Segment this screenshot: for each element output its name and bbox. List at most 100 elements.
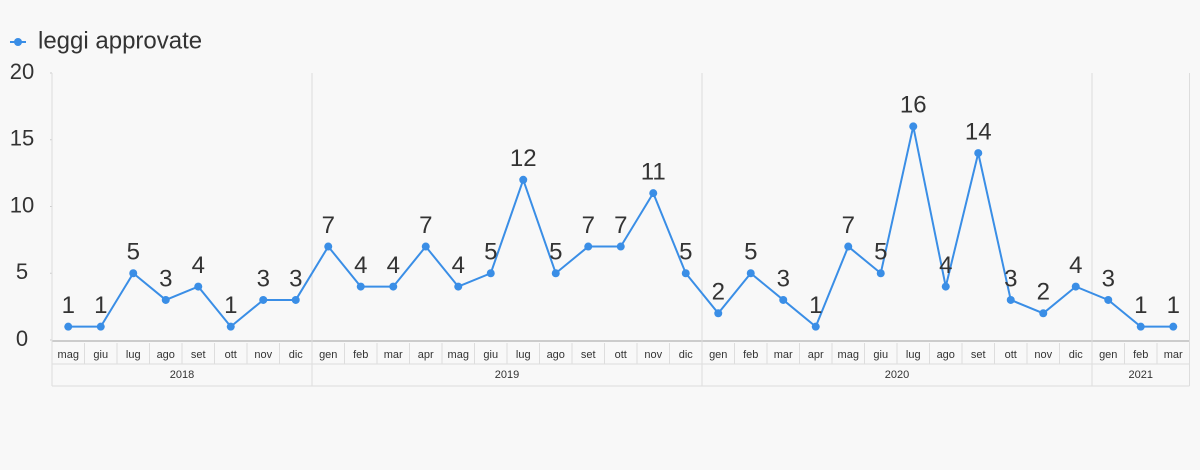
data-label: 7 — [614, 212, 627, 239]
x-tick-label: giu — [483, 349, 498, 361]
data-point — [454, 282, 463, 291]
data-point — [486, 269, 495, 278]
legend-label[interactable]: leggi approvate — [38, 27, 202, 54]
x-tick-label: ago — [547, 349, 565, 361]
data-point — [194, 282, 203, 291]
x-tick-label: ago — [157, 349, 175, 361]
data-point — [551, 269, 560, 278]
x-group-label: 2021 — [1129, 369, 1153, 381]
data-label: 7 — [582, 212, 595, 239]
x-tick-label: lug — [516, 349, 531, 361]
x-tick-label: feb — [1133, 349, 1148, 361]
data-label: 4 — [354, 252, 367, 279]
data-point — [909, 122, 918, 131]
data-point — [811, 322, 820, 331]
data-point — [941, 282, 950, 291]
data-point — [876, 269, 885, 278]
x-tick-label: mar — [774, 349, 793, 361]
x-tick-label: giu — [93, 349, 108, 361]
x-tick-label: mag — [448, 349, 469, 361]
data-point — [96, 322, 105, 331]
x-tick-label: set — [581, 349, 596, 361]
x-tick-label: apr — [418, 349, 434, 361]
x-tick-label: gen — [319, 349, 337, 361]
x-tick-label: ott — [615, 349, 627, 361]
data-label: 5 — [679, 239, 692, 266]
data-point — [1169, 322, 1178, 331]
data-label: 5 — [127, 239, 140, 266]
x-tick-label: gen — [1099, 349, 1117, 361]
data-label: 1 — [1167, 292, 1180, 319]
x-tick-label: nov — [644, 349, 662, 361]
data-label: 4 — [452, 252, 465, 279]
x-tick-label: dic — [289, 349, 304, 361]
data-point — [584, 242, 593, 251]
data-label: 4 — [387, 252, 400, 279]
data-point — [1104, 295, 1113, 304]
x-tick-label: giu — [873, 349, 888, 361]
data-label: 1 — [62, 292, 75, 319]
data-label: 7 — [322, 212, 335, 239]
x-tick-label: ago — [937, 349, 955, 361]
x-tick-label: set — [191, 349, 206, 361]
x-tick-label: lug — [126, 349, 141, 361]
data-point — [616, 242, 625, 251]
data-label: 12 — [510, 145, 537, 172]
y-tick-label: 10 — [10, 192, 34, 217]
x-tick-label: nov — [1034, 349, 1052, 361]
data-point — [129, 269, 138, 278]
data-label: 3 — [777, 265, 790, 292]
data-label: 16 — [900, 92, 927, 119]
data-point — [779, 295, 788, 304]
data-label: 4 — [192, 252, 205, 279]
x-tick-label: gen — [709, 349, 727, 361]
data-label: 1 — [94, 292, 107, 319]
data-point — [649, 189, 658, 198]
data-label: 3 — [1004, 265, 1017, 292]
data-point — [714, 309, 723, 318]
data-point — [259, 295, 268, 304]
data-point — [974, 149, 983, 158]
x-tick-label: ott — [1005, 349, 1017, 361]
x-tick-label: mar — [1164, 349, 1183, 361]
x-tick-label: mar — [384, 349, 403, 361]
x-tick-label: mag — [58, 349, 79, 361]
data-point — [519, 175, 528, 184]
data-label: 1 — [809, 292, 822, 319]
data-label: 2 — [712, 279, 725, 306]
data-label: 14 — [965, 118, 992, 145]
y-tick-label: 20 — [10, 59, 34, 84]
data-label: 5 — [549, 239, 562, 266]
data-label: 3 — [159, 265, 172, 292]
x-group-label: 2020 — [885, 369, 909, 381]
data-label: 2 — [1037, 279, 1050, 306]
data-label: 7 — [419, 212, 432, 239]
data-point — [1136, 322, 1145, 331]
data-point — [844, 242, 853, 251]
x-tick-label: ott — [225, 349, 237, 361]
x-group-label: 2019 — [495, 369, 519, 381]
x-tick-label: feb — [743, 349, 758, 361]
data-point — [291, 295, 300, 304]
data-label: 5 — [484, 239, 497, 266]
data-label: 7 — [842, 212, 855, 239]
y-tick-label: 15 — [10, 126, 34, 151]
data-label: 4 — [1069, 252, 1082, 279]
x-group-label: 2018 — [170, 369, 194, 381]
data-point — [1071, 282, 1080, 291]
data-point — [226, 322, 235, 331]
data-point — [356, 282, 365, 291]
data-label: 1 — [1134, 292, 1147, 319]
data-label: 1 — [224, 292, 237, 319]
x-tick-label: feb — [353, 349, 368, 361]
data-label: 4 — [939, 252, 952, 279]
x-tick-label: apr — [808, 349, 824, 361]
data-point — [421, 242, 430, 251]
x-tick-label: set — [971, 349, 986, 361]
y-tick-label: 5 — [16, 259, 28, 284]
data-point — [64, 322, 73, 331]
data-point — [1039, 309, 1048, 318]
data-label: 3 — [289, 265, 302, 292]
